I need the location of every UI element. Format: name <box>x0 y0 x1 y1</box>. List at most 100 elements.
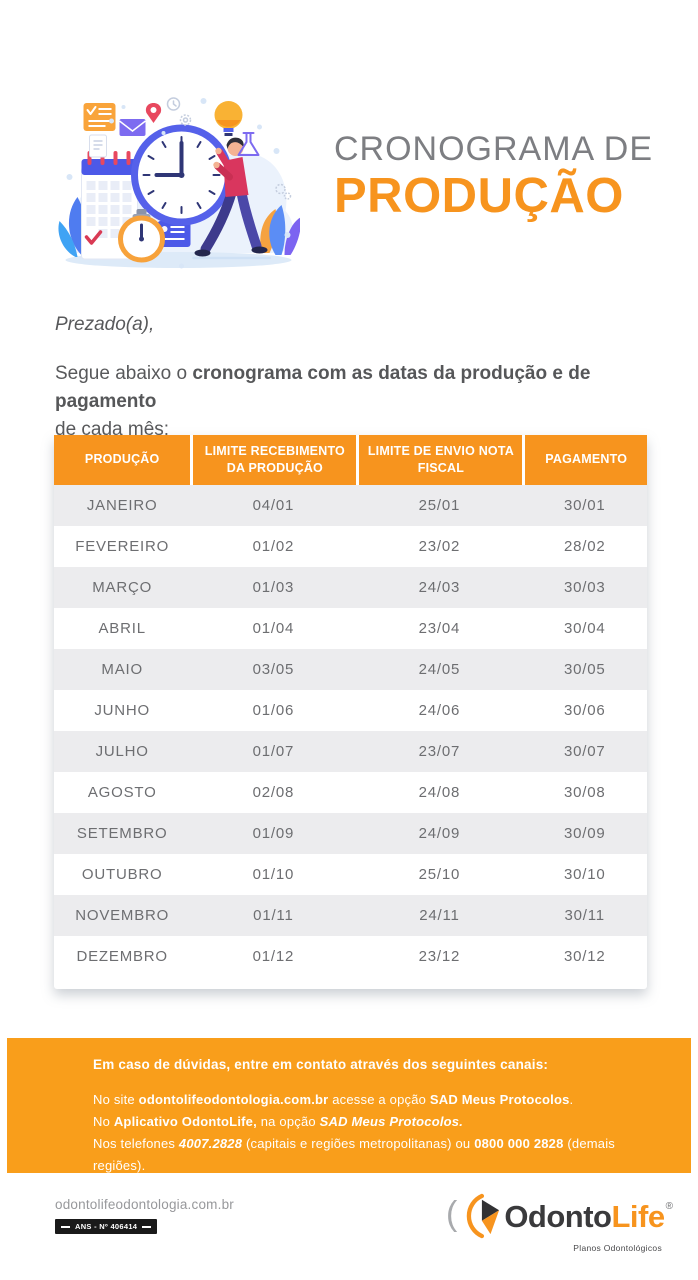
contact-line-app: No Aplicativo OdontoLife, na opção SAD M… <box>93 1111 671 1133</box>
table-cell-limite-envio-nf: 23/02 <box>356 525 523 567</box>
lightbulb-icon <box>214 101 243 136</box>
note-card-icon <box>157 221 191 247</box>
logo-wordmark: OdontoLife <box>504 1198 666 1234</box>
document-icon <box>89 134 107 158</box>
lead-bold: cronograma com as datas da produção e de… <box>55 363 591 412</box>
flask-icon <box>237 132 260 156</box>
decorative-dots <box>66 98 291 269</box>
table-row: AGOSTO 02/08 24/08 30/08 <box>54 771 647 813</box>
table-row: ABRIL 01/04 23/04 30/04 <box>54 607 647 649</box>
small-gears-icon <box>275 183 292 200</box>
contact-line2-pre: No <box>93 1114 114 1129</box>
clock-calendar-person-illustration <box>58 97 302 269</box>
table-cell-month: FEVEREIRO <box>54 525 191 567</box>
odontolife-logo-icon <box>467 1193 500 1239</box>
table-cell-limite-recebimento: 01/11 <box>190 894 357 936</box>
contact-box: Em caso de dúvidas, entre em contato atr… <box>7 1038 691 1173</box>
map-pin-icon <box>145 103 162 123</box>
title-line-1: CRONOGRAMA DE <box>334 130 654 168</box>
header-producao: PRODUÇÃO <box>54 435 191 485</box>
table-cell-pagamento: 30/11 <box>522 894 647 936</box>
contact-line3-post: (demais regiões). <box>93 1136 615 1173</box>
table-cell-limite-envio-nf: 24/06 <box>356 689 523 731</box>
contact-heading: Em caso de dúvidas, entre em contato atr… <box>93 1057 549 1072</box>
header-row: PRODUÇÃO LIMITE RECEBIMENTO DA PRODUÇÃO … <box>54 435 647 485</box>
table-cell-limite-recebimento: 01/09 <box>190 812 357 854</box>
contact-phone-2: 0800 000 2828 <box>474 1136 564 1151</box>
table-cell-pagamento: 30/12 <box>522 935 647 977</box>
clock-icon <box>131 124 232 226</box>
table-cell-limite-envio-nf: 24/03 <box>356 566 523 608</box>
table-cell-limite-envio-nf: 25/01 <box>356 484 523 526</box>
contact-line3-pre: Nos telefones <box>93 1136 179 1151</box>
table-cell-pagamento: 30/03 <box>522 566 647 608</box>
contact-line2-option: SAD Meus Protocolos. <box>319 1114 464 1129</box>
header-limite-recebimento: LIMITE RECEBIMENTO DA PRODUÇÃO <box>190 435 357 485</box>
table-cell-month: JUNHO <box>54 689 191 731</box>
checklist-card-icon <box>83 103 116 131</box>
contact-line-phones: Nos telefones 4007.2828 (capitais e regi… <box>93 1133 671 1177</box>
lead-pre: Segue abaixo o <box>55 363 193 384</box>
logo-wordmark-orange: Life <box>611 1198 666 1234</box>
table-cell-pagamento: 30/06 <box>522 689 647 731</box>
header-limite-envio-nf: LIMITE DE ENVIO NOTA FISCAL <box>356 435 523 485</box>
salutation: Prezado(a), <box>55 314 155 335</box>
footer-website: odontolifeodontologia.com.br <box>55 1197 234 1212</box>
table-cell-limite-recebimento: 01/12 <box>190 935 357 977</box>
table-cell-limite-envio-nf: 24/08 <box>356 771 523 813</box>
contact-line2-app: Aplicativo OdontoLife, <box>113 1114 257 1129</box>
table-row: JANEIRO 04/01 25/01 30/01 <box>54 484 647 526</box>
table-cell-limite-recebimento: 01/02 <box>190 525 357 567</box>
logo-wordmark-dark: Odonto <box>504 1198 612 1234</box>
table-cell-month: NOVEMBRO <box>54 894 191 936</box>
registered-mark: ® <box>665 1200 673 1212</box>
table-cell-limite-envio-nf: 23/04 <box>356 607 523 649</box>
table-cell-limite-envio-nf: 25/10 <box>356 853 523 895</box>
lead-paragraph: Segue abaixo o cronograma com as datas d… <box>55 360 655 444</box>
table-cell-limite-recebimento: 02/08 <box>190 771 357 813</box>
leaves-right-icon <box>260 205 302 255</box>
contact-line1-website: odontolifeodontologia.com.br <box>138 1092 329 1107</box>
table-cell-pagamento: 30/05 <box>522 648 647 690</box>
table-row: FEVEREIRO 01/02 23/02 28/02 <box>54 525 647 567</box>
table-row: SETEMBRO 01/09 24/09 30/09 <box>54 812 647 854</box>
table-row: MARÇO 01/03 24/03 30/03 <box>54 566 647 608</box>
table-row: DEZEMBRO 01/12 23/12 30/12 <box>54 935 647 977</box>
table-cell-limite-recebimento: 01/06 <box>190 689 357 731</box>
schedule-table-card: PRODUÇÃO LIMITE RECEBIMENTO DA PRODUÇÃO … <box>54 435 647 989</box>
contact-line1-mid: acesse a opção <box>328 1092 430 1107</box>
clock-outline-icon <box>166 97 181 111</box>
schedule-table-body: JANEIRO 04/01 25/01 30/01 FEVEREIRO 01/02 23/0… <box>54 484 647 977</box>
contact-line3-mid: (capitais e regiões metropolitanas) ou <box>242 1136 475 1151</box>
table-row: NOVEMBRO 01/11 24/11 30/11 <box>54 894 647 936</box>
table-cell-limite-recebimento: 04/01 <box>190 484 357 526</box>
table-cell-limite-recebimento: 01/04 <box>190 607 357 649</box>
table-cell-pagamento: 28/02 <box>522 525 647 567</box>
table-cell-pagamento: 30/09 <box>522 812 647 854</box>
table-cell-month: JULHO <box>54 730 191 772</box>
gear-icon <box>179 114 192 126</box>
logo-tagline: Planos Odontológicos <box>573 1243 662 1253</box>
contact-line1-post: . <box>569 1092 574 1107</box>
table-cell-pagamento: 30/01 <box>522 484 647 526</box>
odontolife-logo: ( OdontoLife ® Planos Odontológicos <box>446 1192 673 1253</box>
contact-line-site: No site odontolifeodontologia.com.br ace… <box>93 1089 671 1111</box>
table-cell-limite-envio-nf: 24/09 <box>356 812 523 854</box>
table-cell-month: OUTUBRO <box>54 853 191 895</box>
table-cell-limite-recebimento: 03/05 <box>190 648 357 690</box>
schedule-table: PRODUÇÃO LIMITE RECEBIMENTO DA PRODUÇÃO … <box>54 435 647 977</box>
contact-phone-1: 4007.2828 <box>178 1136 243 1151</box>
header-illustration <box>52 93 302 283</box>
table-row: JULHO 01/07 23/07 30/07 <box>54 730 647 772</box>
table-cell-pagamento: 30/07 <box>522 730 647 772</box>
contact-line1-option: SAD Meus Protocolos <box>429 1092 570 1107</box>
page-title: CRONOGRAMA DE PRODUÇÃO <box>334 93 653 225</box>
table-cell-month: MAIO <box>54 648 191 690</box>
table-cell-pagamento: 30/10 <box>522 853 647 895</box>
table-cell-limite-envio-nf: 23/07 <box>356 730 523 772</box>
contact-line2-mid: na opção <box>256 1114 320 1129</box>
table-row: OUTUBRO 01/10 25/10 30/10 <box>54 853 647 895</box>
lead-post: de cada mês: <box>55 419 170 440</box>
table-row: JUNHO 01/06 24/06 30/06 <box>54 689 647 731</box>
